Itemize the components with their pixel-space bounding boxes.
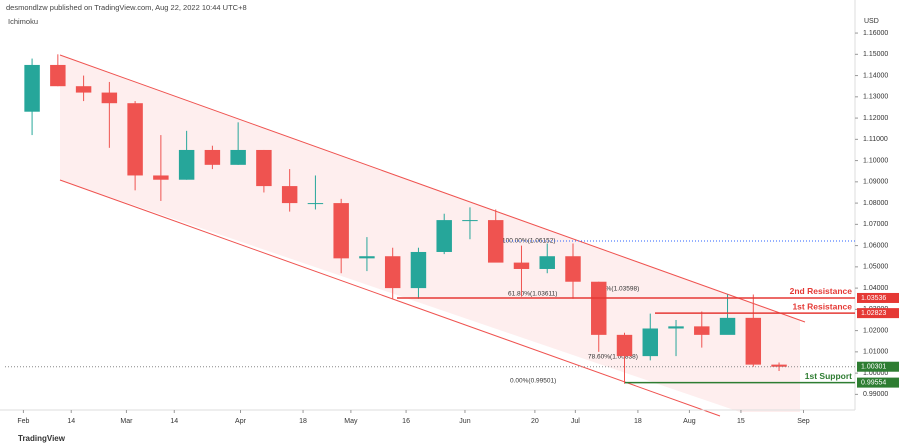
x-tick-label: 18 <box>299 418 307 425</box>
candle-body <box>359 256 375 259</box>
x-tick-label: Aug <box>683 418 696 425</box>
header: desmondlzw published on TradingView.com,… <box>6 3 247 12</box>
channel-upper <box>59 54 806 323</box>
indicator-name: Ichimoku <box>8 17 38 26</box>
price-tag-label: 1.03536 <box>861 295 886 302</box>
y-tick-label: 1.10000 <box>863 157 888 164</box>
candle-body <box>513 262 530 269</box>
candle-body <box>256 149 272 187</box>
y-tick-label: 1.06000 <box>863 242 888 249</box>
candle-body <box>642 328 658 357</box>
x-tick-label: 14 <box>170 418 178 425</box>
candle-body <box>230 149 246 165</box>
y-tick-label: 1.07000 <box>863 221 888 228</box>
x-tick-label: Jul <box>571 418 580 425</box>
price-tag-label: 0.99554 <box>861 379 886 386</box>
candle-body <box>101 92 118 104</box>
candle-body <box>436 220 452 252</box>
y-tick-label: 1.12000 <box>863 115 888 122</box>
candle-body <box>178 149 195 180</box>
candle-body <box>204 149 221 165</box>
y-tick-label: 1.11000 <box>863 136 888 143</box>
candle-body <box>24 64 40 112</box>
candle-body <box>281 186 298 204</box>
price-tag <box>857 308 899 319</box>
fib-label: 100.00%(1.06152) <box>502 238 556 245</box>
y-tick-label: 1.13000 <box>863 94 888 101</box>
price-tag <box>857 377 899 388</box>
x-tick-label: Sep <box>797 418 810 425</box>
y-tick-label: 1.14000 <box>863 72 888 79</box>
candle-body <box>565 256 581 282</box>
level-name: 2nd Resistance <box>790 286 853 296</box>
x-tick-label: 14 <box>67 418 75 425</box>
x-tick-label: 16 <box>402 418 410 425</box>
axis-unit: USD <box>864 18 879 25</box>
x-tick-label: 18 <box>634 418 642 425</box>
channel-lower <box>59 179 721 417</box>
y-tick-label: 1.02000 <box>863 327 888 334</box>
candle-body <box>745 317 762 365</box>
fib-label: 61.80%(1.03611) <box>508 291 557 298</box>
y-tick-label: 1.01000 <box>863 349 888 356</box>
price-tag <box>857 361 899 372</box>
candle-body <box>591 281 607 335</box>
y-tick-label: 1.09000 <box>863 179 888 186</box>
candle-body <box>539 256 555 269</box>
y-tick-label: 1.08000 <box>863 200 888 207</box>
y-tick-label: 1.05000 <box>863 264 888 271</box>
y-tick-label: 1.15000 <box>863 51 888 58</box>
y-tick-label: 1.16000 <box>863 30 888 37</box>
candle-body <box>75 86 92 93</box>
price-tag-label: 1.02823 <box>861 310 886 317</box>
candle-body <box>307 203 324 205</box>
x-tick-label: Feb <box>17 418 29 425</box>
candle-body <box>771 364 787 367</box>
x-tick-label: May <box>344 418 358 425</box>
y-tick-label: 0.99000 <box>863 391 888 398</box>
candle-body <box>153 175 169 180</box>
candle-body <box>384 256 401 289</box>
candle-body <box>127 103 143 176</box>
x-tick-label: Apr <box>235 418 247 425</box>
level-name: 1st Resistance <box>792 301 852 311</box>
candle-body <box>616 334 633 357</box>
y-tick-label: 1.00000 <box>863 370 888 377</box>
x-tick-label: Mar <box>120 418 133 425</box>
level-name: 1st Support <box>805 371 852 381</box>
candle-body <box>694 326 710 335</box>
candle-body <box>333 203 349 259</box>
fib-label: 0.00%(1.03598) <box>593 286 639 293</box>
candle-body <box>487 220 504 263</box>
price-tag <box>857 292 899 303</box>
x-tick-label: 20 <box>531 418 539 425</box>
candle-body <box>462 220 478 222</box>
x-tick-label: Jun <box>459 418 470 425</box>
candle-body <box>50 64 66 87</box>
y-tick-label: 1.04000 <box>863 285 888 292</box>
candle-body <box>719 317 736 335</box>
x-tick-label: 15 <box>737 418 745 425</box>
brand: TradingView <box>18 434 66 443</box>
fib-label: 0.00%(0.99501) <box>510 378 556 385</box>
channel-fill <box>60 55 800 412</box>
candle-body <box>410 251 427 289</box>
price-tag-label: 1.00301 <box>861 364 886 371</box>
fib-label: 78.60%(1.00838) <box>588 354 638 361</box>
candle-body <box>668 326 684 329</box>
